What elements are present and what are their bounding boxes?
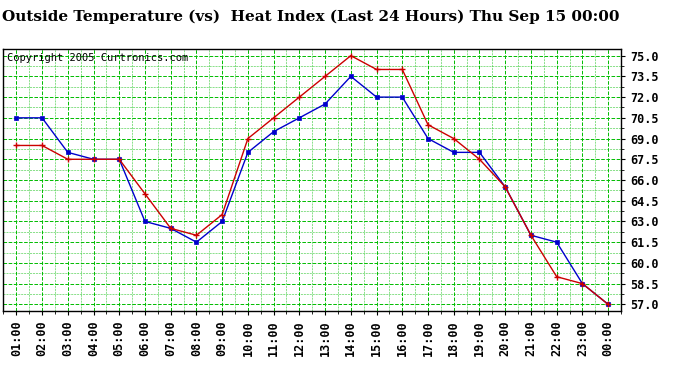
Text: Copyright 2005 Curtronics.com: Copyright 2005 Curtronics.com (6, 53, 188, 63)
Text: Outside Temperature (vs)  Heat Index (Last 24 Hours) Thu Sep 15 00:00: Outside Temperature (vs) Heat Index (Las… (2, 9, 619, 24)
